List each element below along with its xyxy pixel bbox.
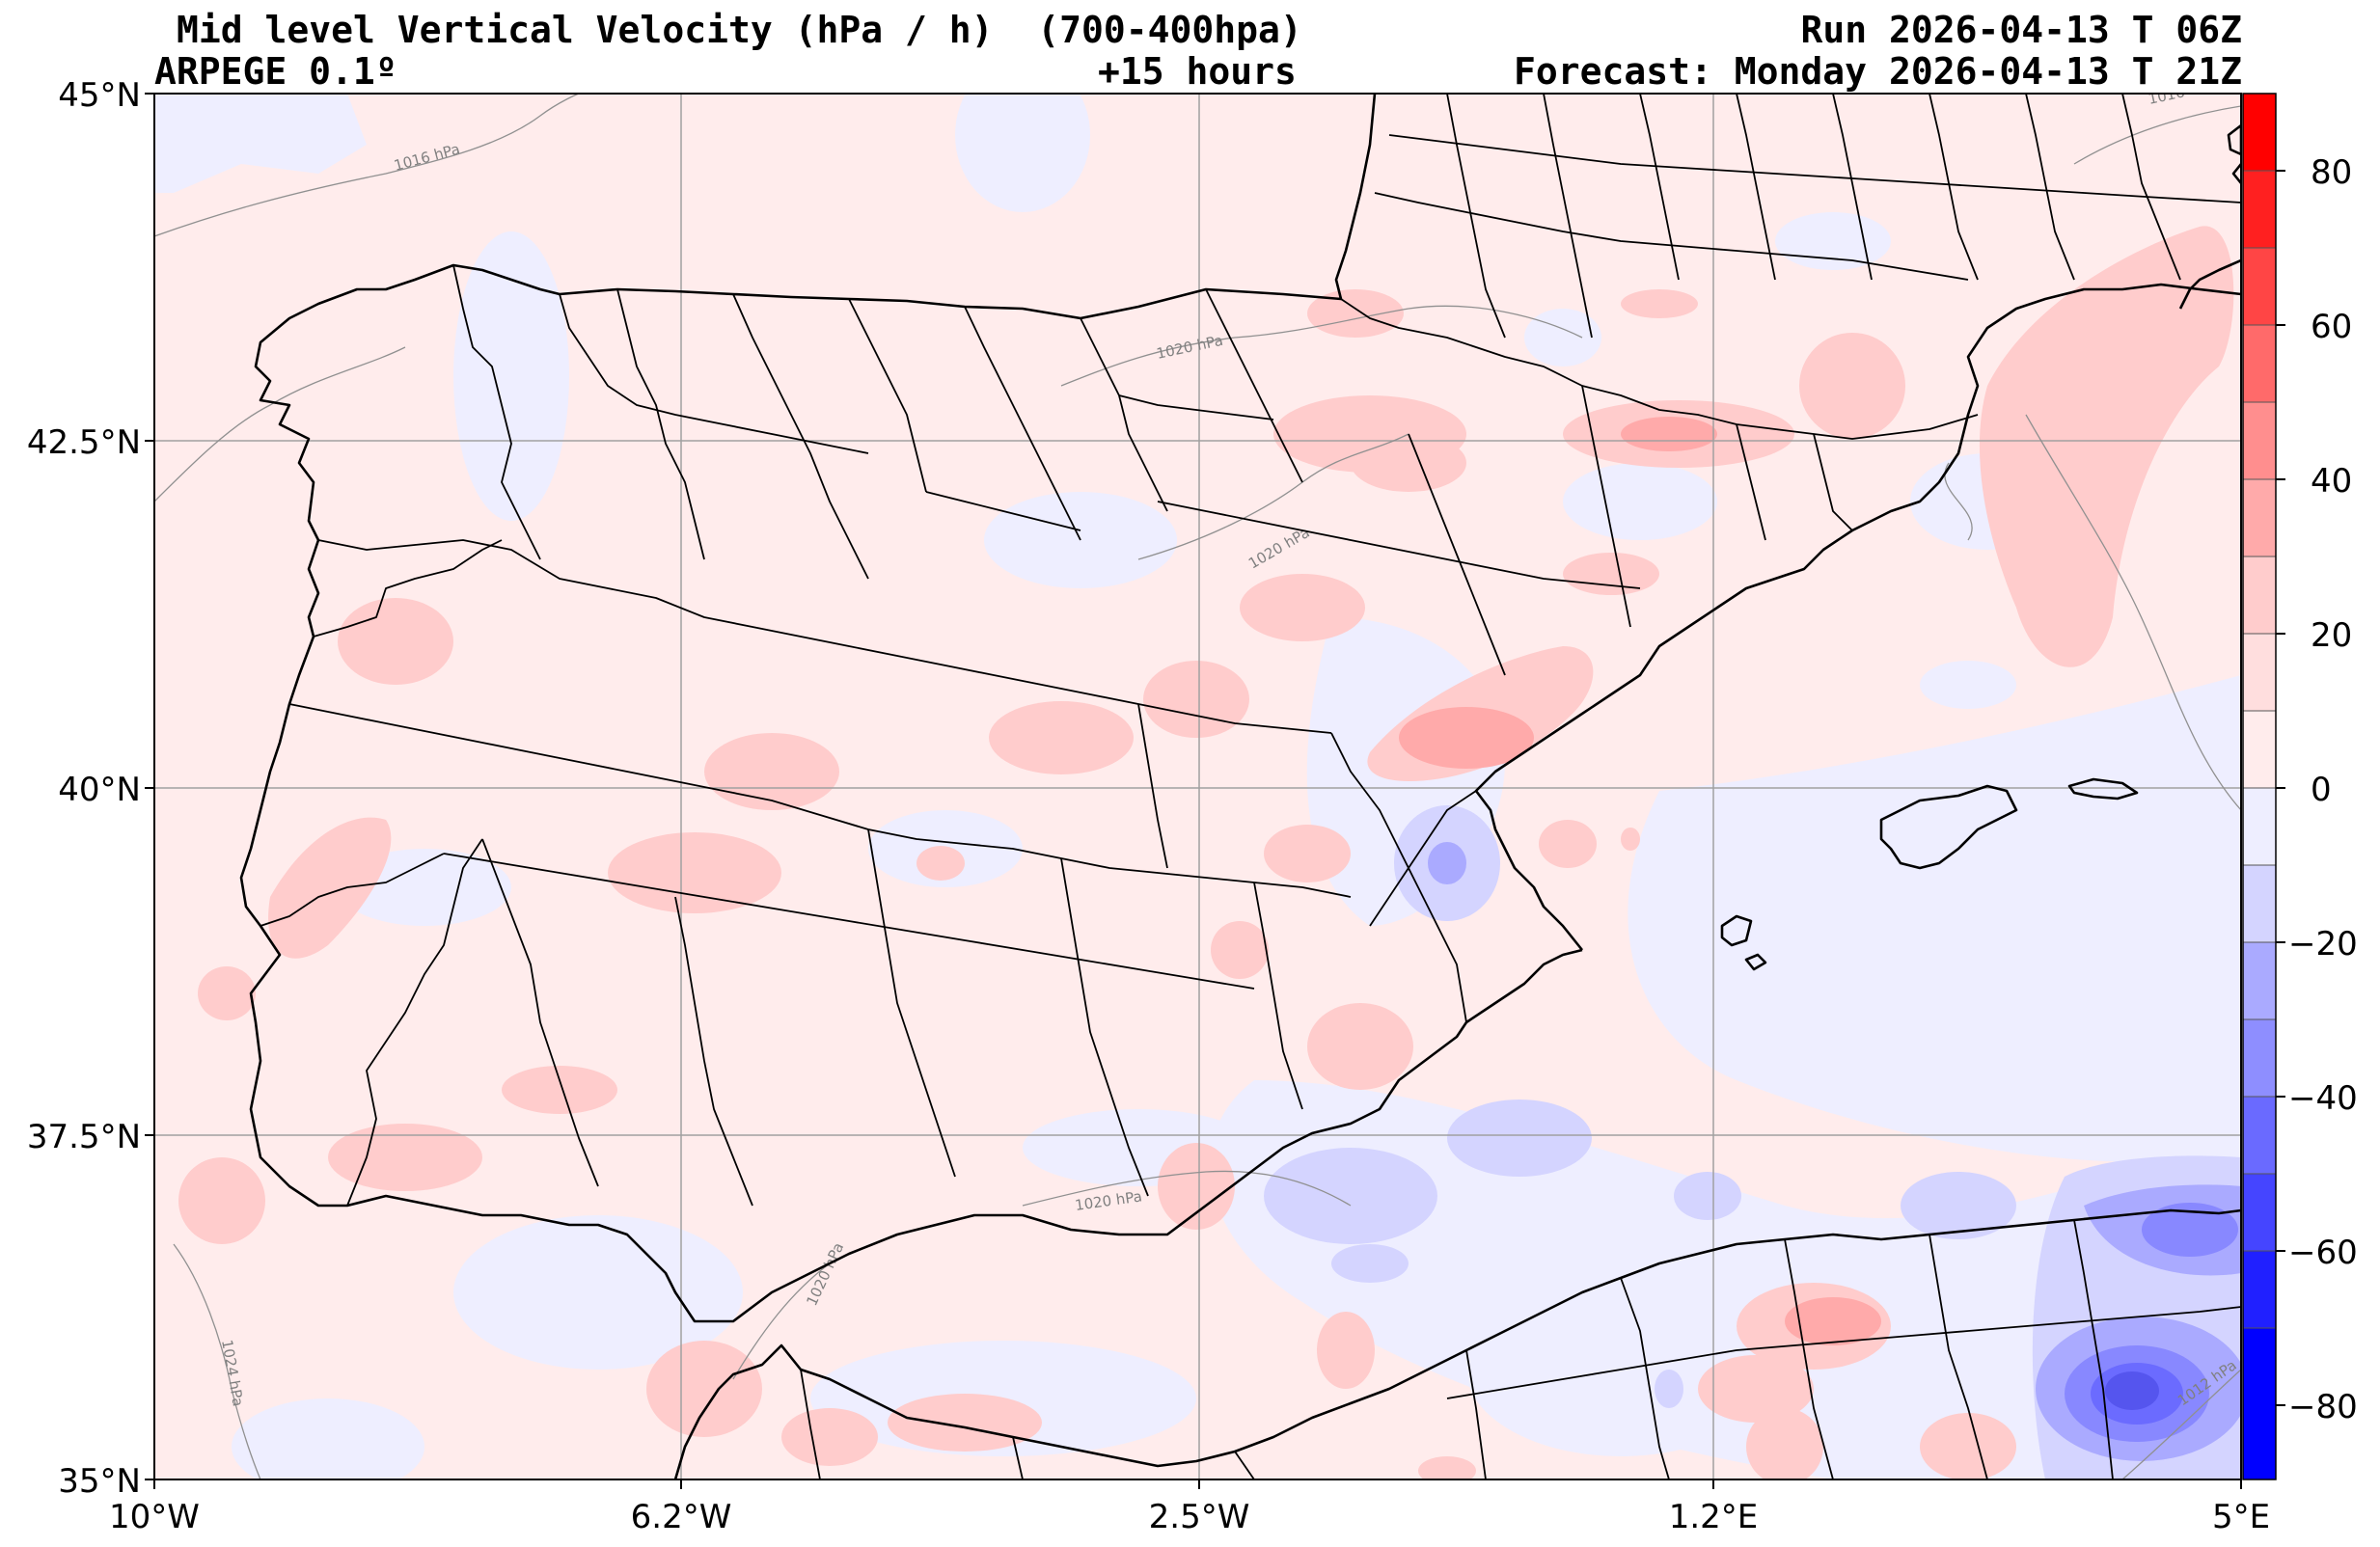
map-frame <box>153 93 2242 1480</box>
colorbar-label-0: 0 <box>2311 771 2332 809</box>
lon-label-5e: 5°E <box>2212 1498 2270 1536</box>
colorbar-label-60: 60 <box>2311 308 2352 346</box>
lon-label-6-2w: 6.2°W <box>631 1498 732 1536</box>
lat-label-35: 35°N <box>58 1462 141 1501</box>
axis-ticks <box>145 93 2242 1489</box>
chart-title: Mid level Vertical Velocity (hPa / h) (7… <box>177 9 1302 51</box>
lat-label-42-5: 42.5°N <box>27 423 141 462</box>
forecast-label: Forecast: Monday 2026-04-13 T 21Z <box>1514 50 2242 93</box>
colorbar-label-neg80: −80 <box>2288 1388 2358 1426</box>
colorbar-label-neg40: −40 <box>2288 1079 2358 1118</box>
run-label: Run 2026-04-13 T 06Z <box>1800 9 2242 51</box>
subsidence-areas <box>178 226 2234 1479</box>
longitude-labels: 10°W 6.2°W 2.5°W 1.2°E 5°E <box>109 1498 2270 1536</box>
model-label: ARPEGE 0.1º <box>154 50 397 93</box>
lat-label-45: 45°N <box>58 76 141 115</box>
colorbar-label-20: 20 <box>2311 616 2352 655</box>
lon-label-10w: 10°W <box>109 1498 200 1536</box>
lat-label-37-5: 37.5°N <box>27 1118 141 1156</box>
colorbar-label-40: 40 <box>2311 462 2352 501</box>
coastlines <box>239 94 2241 1479</box>
isobars <box>154 94 2241 1479</box>
admin-borders <box>260 94 2241 1479</box>
map-area: 1016 hPa 1020 hPa 1020 hPa 1020 hPa 1020… <box>154 94 2241 1479</box>
colorbar-label-neg60: −60 <box>2288 1234 2358 1272</box>
colorbar: 80 60 40 20 0 −20 −40 −60 −80 <box>2242 93 2358 1480</box>
colorbar-label-80: 80 <box>2311 153 2352 192</box>
colorbar-label-neg20: −20 <box>2288 925 2358 963</box>
lon-label-2-5w: 2.5°W <box>1149 1498 1250 1536</box>
latitude-labels: 45°N 42.5°N 40°N 37.5°N 35°N <box>27 76 141 1501</box>
lat-label-40: 40°N <box>58 771 141 809</box>
graticule <box>154 94 2241 1479</box>
lead-time-label: +15 hours <box>1098 50 1297 93</box>
lon-label-1-2e: 1.2°E <box>1669 1498 1759 1536</box>
